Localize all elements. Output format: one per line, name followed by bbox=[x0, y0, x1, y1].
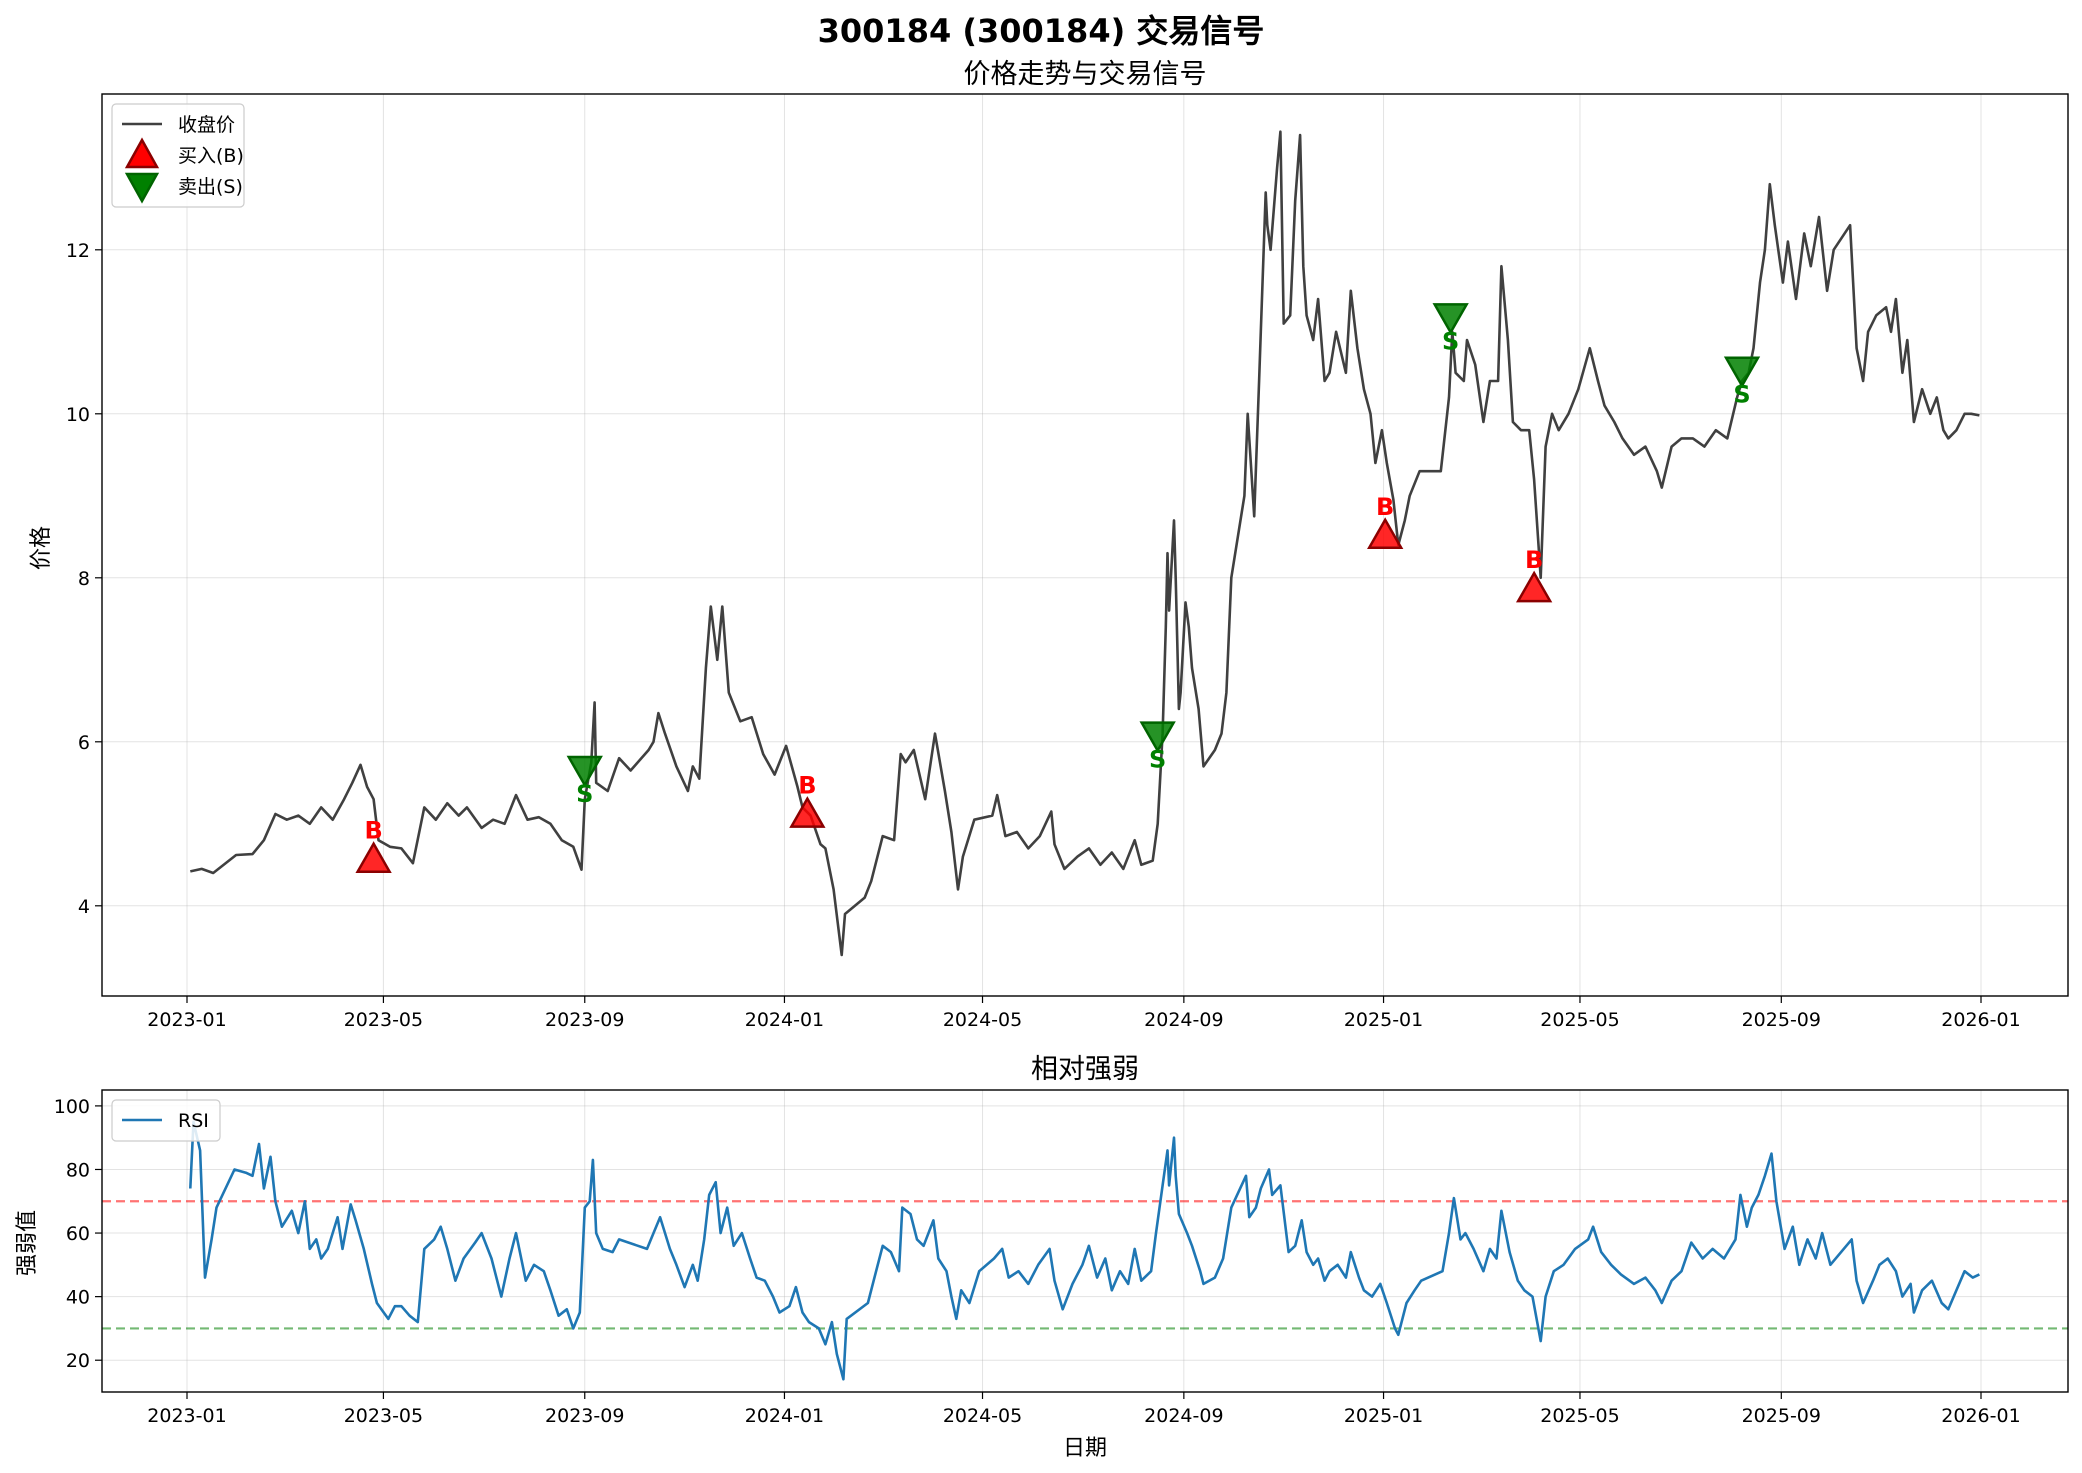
legend-label: RSI bbox=[178, 1110, 209, 1132]
x-tick-label: 2023-05 bbox=[344, 1009, 423, 1031]
rsi-x-axis-label: 日期 bbox=[1063, 1436, 1107, 1461]
x-tick-label: 2024-01 bbox=[745, 1405, 824, 1427]
y-tick-label: 6 bbox=[78, 732, 90, 754]
x-tick-label: 2025-05 bbox=[1540, 1009, 1619, 1031]
y-tick-label: 80 bbox=[66, 1159, 90, 1181]
buy-marker bbox=[1515, 570, 1553, 603]
buy-marker bbox=[1367, 517, 1404, 550]
sell-marker-label: S bbox=[1733, 381, 1750, 409]
buy-marker bbox=[355, 841, 392, 873]
y-tick-label: 10 bbox=[66, 404, 90, 426]
legend-box bbox=[111, 1099, 221, 1142]
sell-marker-label: S bbox=[1149, 746, 1166, 774]
buy-marker-label: B bbox=[1525, 546, 1543, 574]
x-tick-label: 2023-01 bbox=[147, 1405, 226, 1427]
sell-marker bbox=[1432, 303, 1469, 335]
buy-marker-label: B bbox=[1376, 493, 1394, 521]
x-tick-label: 2023-05 bbox=[344, 1405, 423, 1427]
legend-sell-swatch bbox=[124, 172, 160, 204]
sell-marker-label: S bbox=[1442, 327, 1459, 355]
sell-marker-label: S bbox=[576, 780, 593, 808]
x-tick-label: 2023-09 bbox=[545, 1405, 624, 1427]
x-tick-label: 2024-05 bbox=[943, 1009, 1022, 1031]
legend-label: 收盘价 bbox=[178, 114, 235, 136]
price-chart-panel: 价格走势与交易信号 价格 B B B B S S S S 2023-01 2023-05 2023-… bbox=[29, 59, 2069, 1031]
rsi-y-axis-label: 强弱值 bbox=[15, 1210, 40, 1276]
y-tick-label: 100 bbox=[54, 1096, 90, 1118]
x-tick-label: 2024-01 bbox=[745, 1009, 824, 1031]
buy-marker bbox=[789, 796, 826, 828]
x-tick-label: 2026-01 bbox=[1941, 1009, 2020, 1031]
sell-marker bbox=[1139, 721, 1176, 754]
x-tick-label: 2024-09 bbox=[1144, 1405, 1223, 1427]
y-tick-label: 4 bbox=[78, 896, 90, 918]
x-tick-label: 2023-09 bbox=[545, 1009, 624, 1031]
price-y-axis-label: 价格 bbox=[29, 526, 54, 570]
plot-frame bbox=[101, 93, 2069, 997]
price-chart-title: 价格走势与交易信号 bbox=[964, 59, 1207, 90]
buy-marker-label: B bbox=[798, 772, 816, 800]
legend-label: 卖出(S) bbox=[178, 176, 243, 198]
x-tick-label: 2023-01 bbox=[147, 1009, 226, 1031]
y-tick-label: 20 bbox=[66, 1350, 90, 1372]
x-tick-label: 2025-05 bbox=[1540, 1405, 1619, 1427]
x-tick-label: 2025-09 bbox=[1742, 1009, 1821, 1031]
x-tick-label: 2025-01 bbox=[1344, 1009, 1423, 1031]
x-tick-label: 2024-05 bbox=[943, 1405, 1022, 1427]
y-tick-label: 40 bbox=[66, 1287, 90, 1309]
rsi-chart-panel: 相对强弱 强弱值 日期 2023-01 2023-05 2023-09 2024-01… bbox=[15, 1054, 2069, 1461]
x-tick-label: 2025-01 bbox=[1344, 1405, 1423, 1427]
legend-label: 买入(B) bbox=[178, 145, 244, 167]
buy-marker-label: B bbox=[364, 817, 382, 845]
series-line-0 bbox=[190, 130, 1980, 957]
x-tick-label: 2025-09 bbox=[1742, 1405, 1821, 1427]
series-line-0 bbox=[189, 1120, 1980, 1381]
y-tick-label: 12 bbox=[66, 240, 90, 262]
figure-suptitle: 300184 (300184) 交易信号 bbox=[818, 12, 1265, 50]
x-tick-label: 2026-01 bbox=[1941, 1405, 2020, 1427]
plot-frame bbox=[101, 1089, 2069, 1393]
y-tick-label: 60 bbox=[66, 1223, 90, 1245]
sell-marker bbox=[566, 755, 603, 788]
legend-buy-swatch bbox=[124, 137, 160, 169]
sell-marker bbox=[1723, 356, 1761, 389]
rsi-chart-title: 相对强弱 bbox=[1031, 1054, 1139, 1085]
x-tick-label: 2024-09 bbox=[1144, 1009, 1223, 1031]
y-tick-label: 8 bbox=[78, 568, 90, 590]
